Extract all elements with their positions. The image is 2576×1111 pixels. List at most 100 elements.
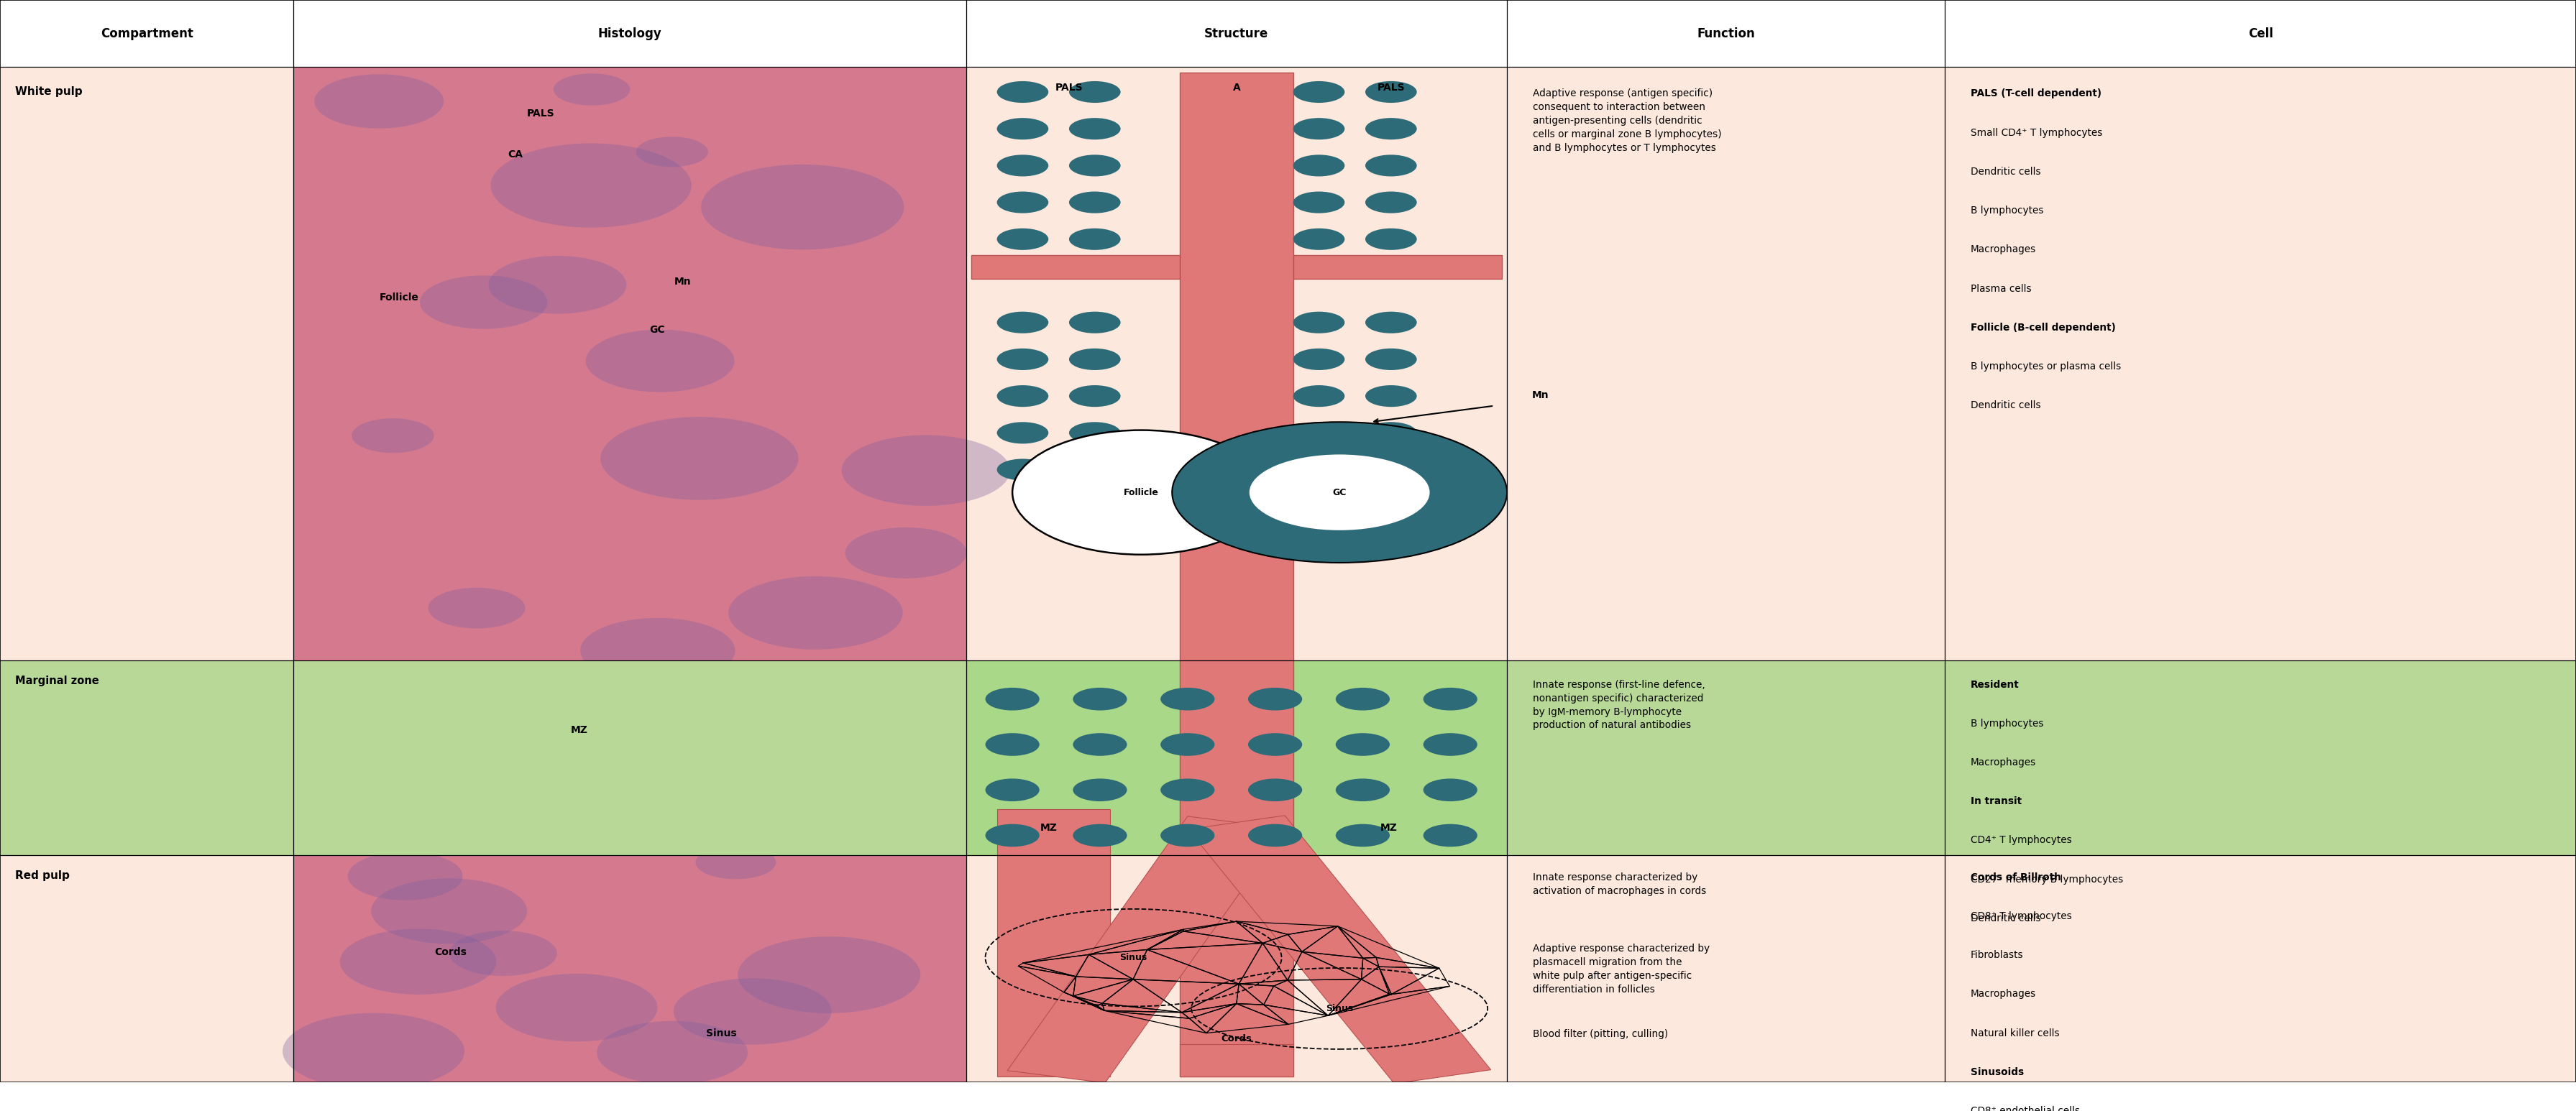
Bar: [0, 67, 2576, 660]
Text: Dendritic cells: Dendritic cells: [1971, 167, 2040, 177]
Circle shape: [1365, 229, 1417, 250]
Circle shape: [701, 164, 904, 250]
Circle shape: [845, 528, 966, 579]
Text: Macrophages: Macrophages: [1971, 244, 2035, 254]
Circle shape: [489, 143, 690, 228]
Text: Macrophages: Macrophages: [1971, 758, 2035, 768]
Circle shape: [1069, 229, 1121, 250]
Text: Adaptive response characterized by
plasmacell migration from the
white pulp afte: Adaptive response characterized by plasm…: [1533, 943, 1710, 994]
Circle shape: [984, 779, 1038, 801]
Text: Cell: Cell: [2249, 27, 2272, 40]
Circle shape: [1293, 118, 1345, 140]
Circle shape: [1365, 422, 1417, 443]
Text: Small CD4⁺ T lymphocytes: Small CD4⁺ T lymphocytes: [1971, 128, 2102, 138]
Circle shape: [443, 680, 587, 740]
Text: CA: CA: [507, 150, 523, 160]
Text: Structure: Structure: [1206, 27, 1267, 40]
Circle shape: [997, 118, 1048, 140]
Circle shape: [997, 386, 1048, 407]
Circle shape: [997, 459, 1048, 480]
Text: CD8⁺ endothelial cells: CD8⁺ endothelial cells: [1971, 1105, 2079, 1111]
Text: Sinus: Sinus: [1327, 1004, 1352, 1013]
Text: Function: Function: [1698, 27, 1754, 40]
Circle shape: [1074, 824, 1128, 847]
Text: Blood filter (pitting, culling): Blood filter (pitting, culling): [1533, 1029, 1669, 1039]
Circle shape: [1162, 733, 1216, 755]
Circle shape: [672, 979, 832, 1044]
Circle shape: [1069, 154, 1121, 177]
Circle shape: [1249, 824, 1303, 847]
Circle shape: [1293, 312, 1345, 333]
Text: Innate response characterized by
activation of macrophages in cords: Innate response characterized by activat…: [1533, 872, 1705, 895]
Circle shape: [304, 773, 384, 807]
Circle shape: [636, 137, 708, 167]
Text: Resident: Resident: [1971, 680, 2020, 690]
Text: A: A: [1231, 83, 1242, 93]
Circle shape: [1293, 81, 1345, 103]
Text: Natural killer cells: Natural killer cells: [1971, 1028, 2061, 1038]
Circle shape: [1365, 118, 1417, 140]
Circle shape: [420, 276, 549, 329]
Circle shape: [348, 852, 464, 900]
Text: B lymphocytes: B lymphocytes: [1971, 206, 2043, 216]
Bar: [294, 67, 966, 1082]
Text: CD8⁺ T lymphocytes: CD8⁺ T lymphocytes: [1971, 911, 2071, 921]
Text: Histology: Histology: [598, 27, 662, 40]
Text: Sinus: Sinus: [1121, 953, 1146, 962]
Circle shape: [737, 937, 920, 1013]
FancyBboxPatch shape: [1180, 72, 1293, 1077]
Circle shape: [314, 74, 443, 129]
Circle shape: [1069, 118, 1121, 140]
Text: MZ: MZ: [572, 725, 587, 735]
Circle shape: [1172, 422, 1507, 562]
Text: Plasma cells: Plasma cells: [1971, 283, 2032, 293]
Circle shape: [997, 312, 1048, 333]
Text: Dendritic cells: Dendritic cells: [1971, 913, 2040, 923]
Circle shape: [1162, 779, 1216, 801]
Circle shape: [1069, 81, 1121, 103]
Text: Red pulp: Red pulp: [15, 870, 70, 881]
Text: B lymphocytes or plasma cells: B lymphocytes or plasma cells: [1971, 361, 2120, 371]
Text: PALS: PALS: [528, 109, 554, 119]
Bar: [294, 660, 966, 854]
Circle shape: [1249, 688, 1303, 710]
Bar: [0, 854, 2576, 1082]
Bar: [0, 0, 2576, 67]
Ellipse shape: [1012, 430, 1270, 554]
Circle shape: [1293, 422, 1345, 443]
Circle shape: [984, 688, 1038, 710]
Bar: [0, 660, 2576, 854]
Circle shape: [1069, 191, 1121, 213]
Text: Cords of Billroth: Cords of Billroth: [1971, 872, 2061, 882]
Circle shape: [1293, 154, 1345, 177]
Text: GC: GC: [1332, 488, 1347, 497]
Text: CD4⁺ T lymphocytes: CD4⁺ T lymphocytes: [1971, 835, 2071, 845]
Circle shape: [997, 81, 1048, 103]
Polygon shape: [1188, 815, 1492, 1083]
Text: CD27⁺ memory B lymphocytes: CD27⁺ memory B lymphocytes: [1971, 874, 2123, 884]
Text: PALS (T-cell dependent): PALS (T-cell dependent): [1971, 89, 2102, 99]
Text: Macrophages: Macrophages: [1971, 989, 2035, 999]
Circle shape: [1337, 824, 1391, 847]
Circle shape: [1293, 349, 1345, 370]
Circle shape: [1425, 688, 1479, 710]
Text: MZ: MZ: [1041, 823, 1056, 833]
Text: Follicle: Follicle: [379, 292, 420, 302]
Circle shape: [1365, 386, 1417, 407]
Text: PALS: PALS: [1056, 83, 1082, 93]
Text: Mn: Mn: [675, 277, 690, 287]
Circle shape: [340, 929, 497, 994]
Circle shape: [1249, 454, 1430, 530]
Circle shape: [1293, 459, 1345, 480]
Circle shape: [696, 845, 775, 879]
Circle shape: [585, 330, 734, 392]
Circle shape: [1069, 312, 1121, 333]
Text: B lymphocytes: B lymphocytes: [1971, 719, 2043, 729]
Text: Cords: Cords: [1221, 1034, 1252, 1043]
Circle shape: [1162, 688, 1216, 710]
Circle shape: [1069, 386, 1121, 407]
Circle shape: [997, 349, 1048, 370]
Text: MZ: MZ: [1381, 823, 1396, 833]
Circle shape: [448, 931, 556, 975]
Circle shape: [1293, 191, 1345, 213]
